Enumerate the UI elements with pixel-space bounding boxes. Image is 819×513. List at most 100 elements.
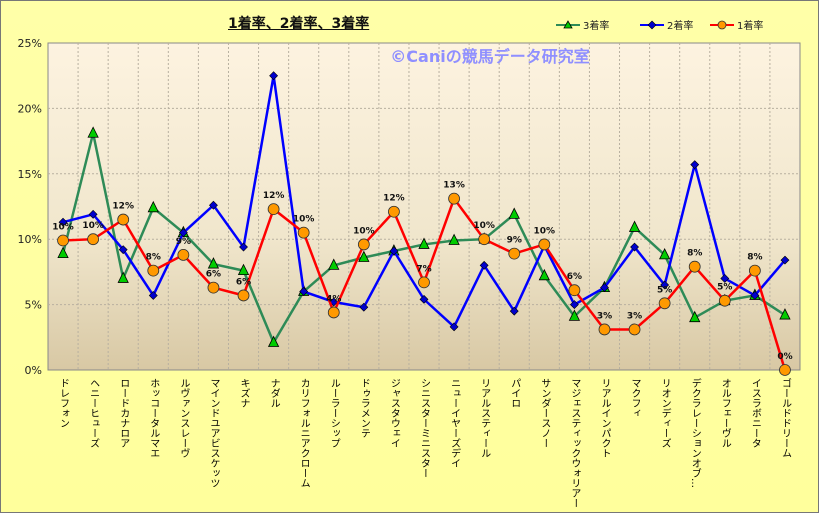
x-tick-label: オルフェーヴル bbox=[719, 378, 731, 448]
diamond-marker bbox=[750, 291, 760, 300]
triangle-marker bbox=[568, 309, 581, 321]
circle-marker bbox=[87, 233, 100, 246]
data-label: 10% bbox=[293, 215, 315, 225]
data-label: 8% bbox=[146, 253, 161, 263]
triangle-marker bbox=[267, 335, 280, 347]
diamond-marker bbox=[569, 300, 579, 310]
triangle-marker bbox=[237, 263, 250, 275]
data-label: 12% bbox=[263, 191, 285, 201]
x-tick-label: マジェスティックウォリアー bbox=[569, 378, 580, 508]
diamond-marker bbox=[148, 291, 158, 300]
data-label: 9% bbox=[507, 236, 522, 246]
x-tick-label: ドゥラメンテ bbox=[358, 378, 369, 438]
x-tick-label: ルーラーシップ bbox=[328, 378, 340, 448]
triangle-marker bbox=[658, 248, 671, 260]
x-tick-label: マインドユアビスケッツ bbox=[208, 378, 220, 488]
triangle-marker bbox=[87, 126, 99, 138]
triangle-marker bbox=[508, 207, 520, 219]
x-tick-label: ジャスタウェイ bbox=[388, 378, 400, 448]
circle-marker bbox=[147, 264, 160, 277]
plot-area bbox=[47, 42, 801, 371]
x-tick-label: マクフィ bbox=[629, 378, 640, 418]
circle-marker bbox=[658, 297, 671, 310]
data-label: 10% bbox=[82, 221, 104, 231]
circle-marker bbox=[388, 205, 400, 218]
x-tick-label: デクラレーションオブ… bbox=[689, 377, 701, 488]
triangle-marker bbox=[358, 250, 370, 262]
triangle-marker bbox=[328, 258, 340, 270]
diamond-marker bbox=[299, 287, 309, 296]
diamond-marker bbox=[239, 242, 248, 252]
data-label: 5% bbox=[657, 285, 672, 295]
diamond-marker bbox=[178, 228, 188, 238]
diamond-marker bbox=[690, 160, 700, 170]
triangle-marker bbox=[628, 220, 641, 232]
diamond-marker bbox=[58, 217, 68, 227]
triangle-marker bbox=[147, 200, 159, 213]
diamond-marker bbox=[209, 200, 218, 210]
x-tick-label: ニューイヤーズデイ bbox=[449, 378, 461, 468]
x-tick-label: ゴールドドリーム bbox=[779, 377, 791, 458]
circle-marker bbox=[327, 306, 340, 319]
circle-marker bbox=[57, 234, 69, 247]
x-tick-label: サンダースノー bbox=[539, 378, 551, 448]
circle-marker bbox=[568, 284, 581, 297]
diamond-marker bbox=[269, 71, 279, 81]
data-label: 10% bbox=[534, 226, 556, 236]
x-tick-label: リオンディーズ bbox=[659, 378, 671, 448]
triangle-marker bbox=[563, 20, 573, 29]
data-label: 13% bbox=[443, 181, 465, 191]
diamond-marker bbox=[359, 302, 369, 312]
circle-marker bbox=[297, 226, 310, 239]
diamond-marker bbox=[479, 260, 489, 270]
y-tick-label: 5% bbox=[25, 299, 42, 312]
data-label: 6% bbox=[236, 277, 251, 287]
data-label: 5% bbox=[717, 283, 732, 293]
circle-marker bbox=[448, 192, 460, 205]
data-label: 4% bbox=[326, 294, 341, 304]
x-tick-label: リアルスティール bbox=[479, 378, 491, 458]
diamond-marker bbox=[647, 20, 657, 30]
data-label: 7% bbox=[416, 264, 431, 274]
legend-label: 2着率 bbox=[667, 19, 693, 32]
data-label: 10% bbox=[353, 226, 375, 236]
x-tick-label: ドレフォン bbox=[58, 378, 69, 428]
triangle-marker bbox=[448, 233, 460, 245]
circle-marker bbox=[718, 294, 731, 307]
x-tick-label: カリフォルニアクローム bbox=[298, 378, 310, 488]
data-label: 9% bbox=[176, 237, 191, 247]
legend-label: 1着率 bbox=[737, 19, 763, 32]
y-tick-label: 10% bbox=[18, 233, 42, 246]
circle-marker bbox=[538, 238, 551, 251]
diamond-marker bbox=[660, 280, 670, 290]
circle-marker bbox=[357, 238, 370, 251]
diamond-marker bbox=[600, 283, 609, 293]
data-label: 10% bbox=[473, 221, 495, 231]
triangle-marker bbox=[418, 237, 430, 249]
circle-marker bbox=[748, 264, 761, 277]
circle-marker bbox=[688, 260, 701, 273]
circle-marker bbox=[508, 247, 521, 260]
x-tick-label: シニスターミニスター bbox=[419, 378, 431, 478]
circle-marker bbox=[779, 364, 791, 376]
triangle-marker bbox=[207, 257, 220, 269]
circle-marker bbox=[117, 213, 130, 226]
diamond-marker bbox=[88, 209, 98, 219]
circle-marker bbox=[598, 323, 611, 336]
triangle-marker bbox=[57, 246, 69, 258]
x-tick-label: ナダル bbox=[268, 378, 280, 408]
circle-marker bbox=[418, 276, 430, 289]
triangle-marker bbox=[117, 271, 129, 283]
triangle-marker bbox=[689, 310, 701, 323]
y-tick-label: 25% bbox=[18, 37, 42, 50]
circle-marker bbox=[237, 289, 250, 302]
data-label: 3% bbox=[627, 311, 642, 321]
data-label: 12% bbox=[383, 194, 405, 204]
y-tick-label: 15% bbox=[18, 168, 42, 181]
x-tick-label: キズナ bbox=[238, 378, 250, 408]
data-label: 6% bbox=[567, 272, 582, 282]
y-tick-label: 20% bbox=[18, 102, 42, 115]
data-label: 10% bbox=[52, 223, 74, 233]
x-tick-label: ホッコータルマエ bbox=[148, 378, 160, 458]
